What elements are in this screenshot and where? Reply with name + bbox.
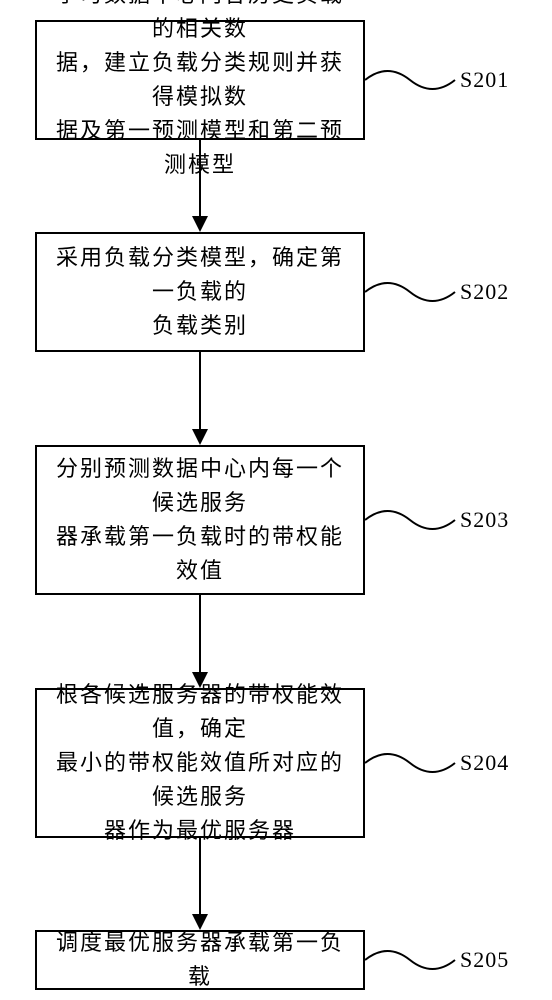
flow-node-line: 调度最优服务器承载第一负载: [47, 926, 353, 994]
wave-connector: [365, 66, 455, 94]
flow-node-s201: 学习数据中心内各历史负载的相关数据，建立负载分类规则并获得模拟数据及第一预测模型…: [35, 20, 365, 140]
wave-connector: [365, 278, 455, 306]
flow-node-s202: 采用负载分类模型，确定第一负载的负载类别: [35, 232, 365, 352]
wave-connector: [365, 946, 455, 974]
flow-node-s203: 分别预测数据中心内每一个候选服务器承载第一负载时的带权能效值: [35, 445, 365, 595]
step-label-s202: S202: [460, 279, 509, 305]
flow-node-line: 学习数据中心内各历史负载的相关数: [47, 0, 353, 46]
wave-connector: [365, 506, 455, 534]
flow-node-line: 器承载第一负载时的带权能效值: [47, 520, 353, 588]
flow-node-line: 负载类别: [47, 309, 353, 343]
flow-arrow: [188, 838, 212, 930]
flow-node-line: 采用负载分类模型，确定第一负载的: [47, 241, 353, 309]
flow-node-line: 据，建立负载分类规则并获得模拟数: [47, 46, 353, 114]
flow-node-line: 最小的带权能效值所对应的候选服务: [47, 746, 353, 814]
step-label-s203: S203: [460, 507, 509, 533]
flow-node-s204: 根各候选服务器的带权能效值，确定最小的带权能效值所对应的候选服务器作为最优服务器: [35, 688, 365, 838]
step-label-s205: S205: [460, 947, 509, 973]
flow-arrow: [188, 352, 212, 445]
wave-connector: [365, 749, 455, 777]
flow-node-s205: 调度最优服务器承载第一负载: [35, 930, 365, 990]
flow-arrow: [188, 595, 212, 688]
flow-node-line: 分别预测数据中心内每一个候选服务: [47, 452, 353, 520]
step-label-s201: S201: [460, 67, 509, 93]
flow-arrow: [188, 140, 212, 232]
step-label-s204: S204: [460, 750, 509, 776]
